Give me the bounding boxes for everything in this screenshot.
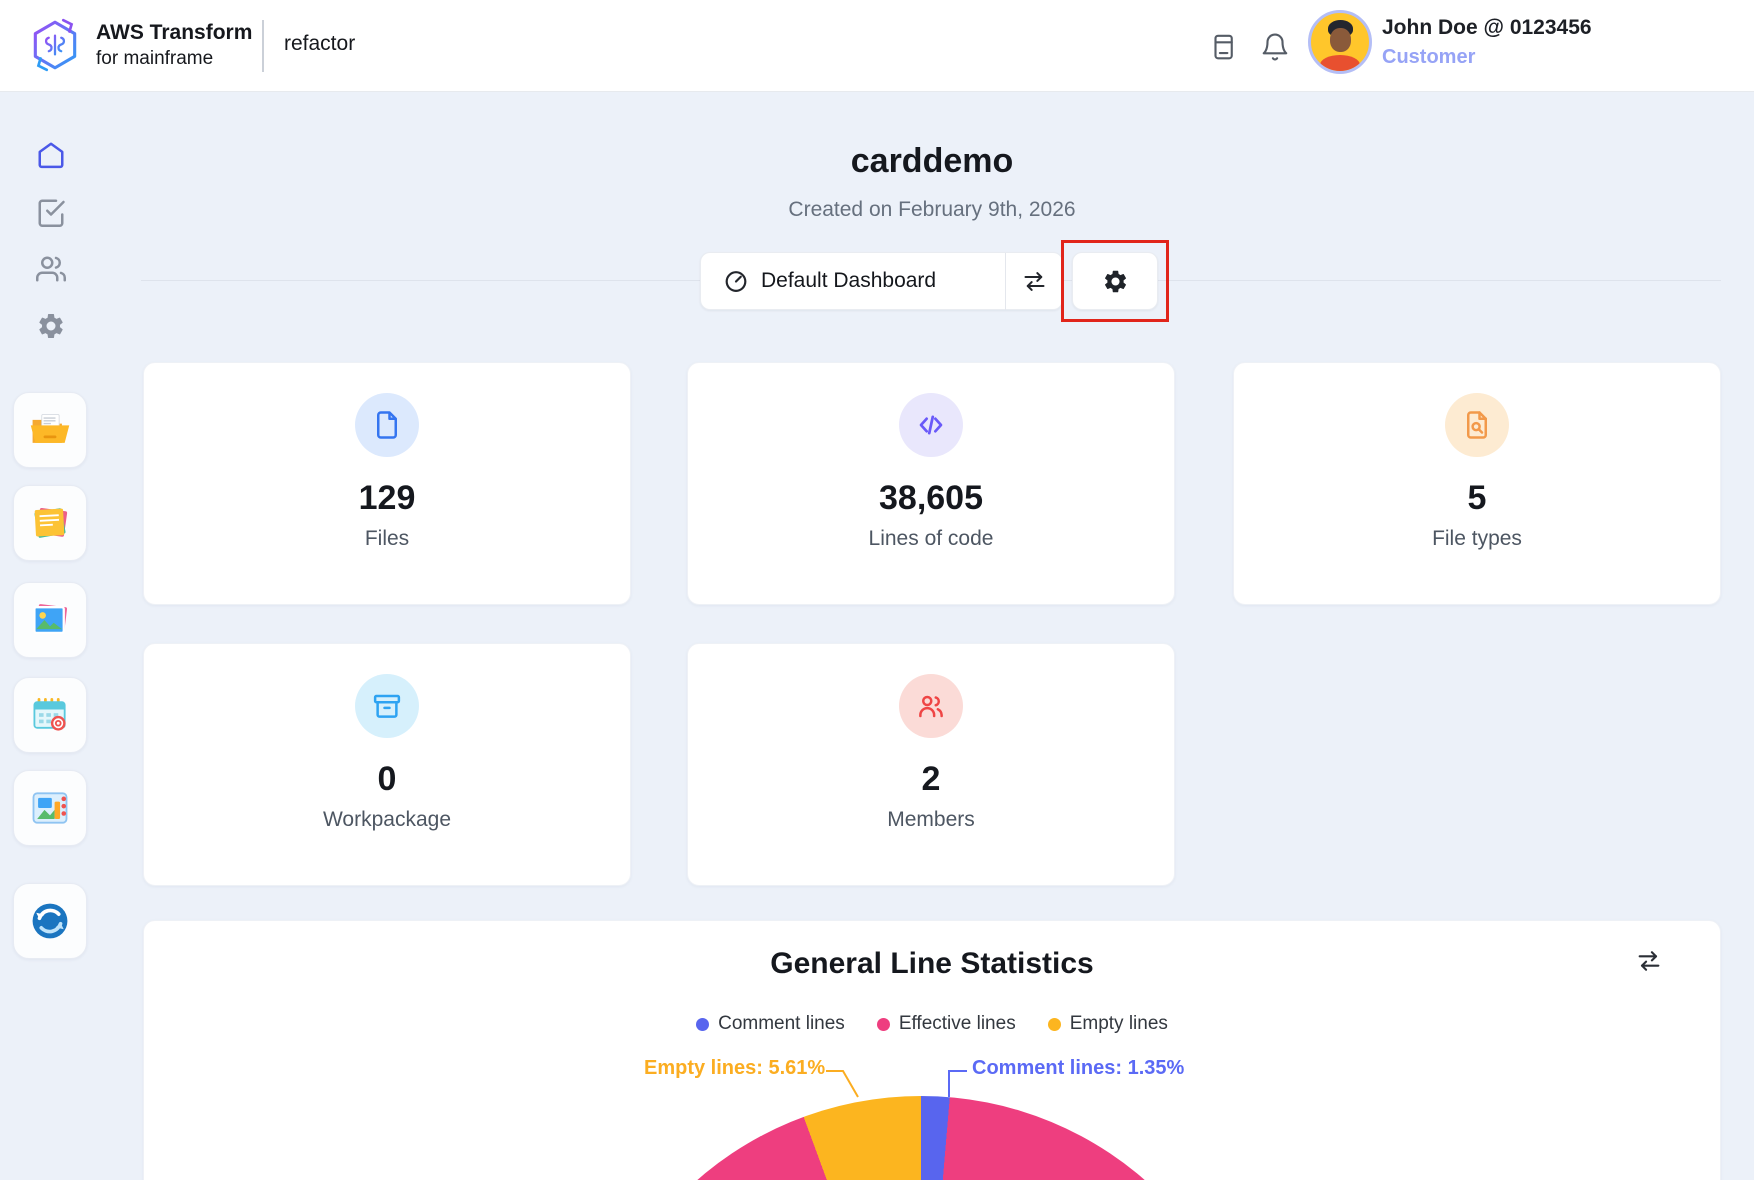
users-icon [36, 256, 66, 282]
stat-value: 129 [358, 479, 416, 517]
stat-label: Members [887, 808, 975, 831]
brand-line1: AWS Transform [96, 21, 253, 44]
folder-icon [30, 413, 70, 443]
stat-value: 0 [377, 760, 397, 798]
page-title: carddemo [850, 142, 1014, 180]
legend-item-effective-lines[interactable]: Effective lines [876, 1013, 1016, 1035]
dashboard-selector[interactable]: Default Dashboard [700, 252, 1063, 310]
stat-icon-circle [355, 674, 419, 738]
module-name: refactor [284, 32, 356, 55]
user-role: Customer [1382, 46, 1476, 68]
sticky-notes-icon [34, 507, 68, 538]
legend-label: Empty lines [1069, 1013, 1168, 1034]
aws-transform-logo-icon [33, 18, 77, 72]
stat-icon-circle [899, 674, 963, 738]
stat-value: 5 [1467, 479, 1487, 517]
dashboard-chart-icon [32, 792, 68, 824]
code-icon [919, 415, 943, 435]
stat-card-files: 129 Files [143, 362, 631, 605]
stat-card-lines-of-code: 38,605 Lines of code [687, 362, 1175, 605]
brand-title: AWS Transform for mainframe [96, 20, 252, 72]
globe-sync-icon [32, 903, 68, 939]
avatar[interactable] [1308, 10, 1372, 74]
picture-icon [33, 604, 68, 634]
dashboard-settings-button[interactable] [1072, 252, 1158, 310]
gauge-icon [725, 271, 747, 292]
legend-dot [876, 1017, 890, 1031]
brand-line2: for mainframe [96, 48, 214, 69]
home-icon [38, 142, 64, 169]
dashboard-selector-label: Default Dashboard [761, 269, 937, 292]
pie-label-comment-lines: Comment lines: 1.35% [972, 1057, 1185, 1079]
calendar-icon [33, 698, 66, 731]
check-square-icon [38, 199, 65, 227]
pie-label-empty-lines: Empty lines: 5.61% [644, 1057, 826, 1079]
legend-dot [696, 1017, 710, 1031]
swap-icon [1638, 951, 1660, 971]
legend-label: Effective lines [898, 1013, 1016, 1034]
sidebar-item-members[interactable] [36, 254, 66, 284]
pill-divider [1005, 252, 1006, 310]
sidebar-shortcut-files[interactable] [13, 392, 87, 468]
sidebar-shortcut-reports[interactable] [13, 770, 87, 846]
release-notes-button[interactable] [1204, 26, 1242, 66]
pie[interactable] [581, 1096, 1261, 1180]
members-icon [919, 695, 943, 718]
header-divider [262, 20, 264, 72]
bell-icon [1262, 33, 1288, 60]
chart-title: General Line Statistics [770, 947, 1094, 980]
notifications-button[interactable] [1256, 26, 1294, 66]
stat-card-workpackage: 0 Workpackage [143, 643, 631, 886]
stat-label: Workpackage [322, 808, 451, 831]
dashboard-swap-button[interactable] [1006, 253, 1062, 309]
stat-value: 38,605 [879, 479, 983, 517]
general-line-statistics-card: General Line Statistics Comment lines Ef… [143, 920, 1721, 1180]
gear-icon [39, 313, 63, 338]
stat-card-members: 2 Members [687, 643, 1175, 886]
stat-value: 2 [921, 760, 941, 798]
stat-label: File types [1432, 527, 1522, 550]
avatar-face [1330, 28, 1351, 52]
file-icon [377, 411, 397, 439]
swap-icon [1023, 271, 1045, 291]
legend-label: Comment lines [718, 1013, 845, 1034]
legend-dot [1047, 1017, 1061, 1031]
legend-item-empty-lines[interactable]: Empty lines [1047, 1013, 1168, 1035]
sidebar-shortcut-calendar[interactable] [13, 677, 87, 753]
sidebar-item-tasks[interactable] [36, 197, 66, 227]
stat-icon-circle [899, 393, 963, 457]
page-subtitle: Created on February 9th, 2026 [788, 198, 1076, 221]
stat-label: Lines of code [868, 527, 994, 550]
avatar-shirt [1320, 55, 1360, 71]
sidebar-shortcut-sync[interactable] [13, 883, 87, 959]
archive-icon [373, 694, 401, 718]
stat-icon-circle [1445, 393, 1509, 457]
gear-icon [1104, 270, 1126, 292]
stat-card-file-types: 5 File types [1233, 362, 1721, 605]
stat-icon-circle [355, 393, 419, 457]
sidebar-item-home[interactable] [36, 140, 66, 170]
user-name: John Doe @ 0123456 [1382, 16, 1592, 39]
sidebar-item-settings[interactable] [36, 311, 66, 341]
app-header: AWS Transform for mainframe refactor Joh… [0, 0, 1754, 92]
sidebar-shortcut-notes[interactable] [13, 485, 87, 561]
sidebar-shortcut-gallery[interactable] [13, 582, 87, 658]
chart-swap-button[interactable] [1634, 947, 1664, 977]
stat-label: Files [364, 527, 410, 550]
legend-item-comment-lines[interactable]: Comment lines [696, 1013, 845, 1035]
chart-legend: Comment lines Effective lines Empty line… [144, 1013, 1720, 1035]
file-search-icon [1467, 411, 1487, 439]
release-notes-icon [1214, 34, 1233, 59]
